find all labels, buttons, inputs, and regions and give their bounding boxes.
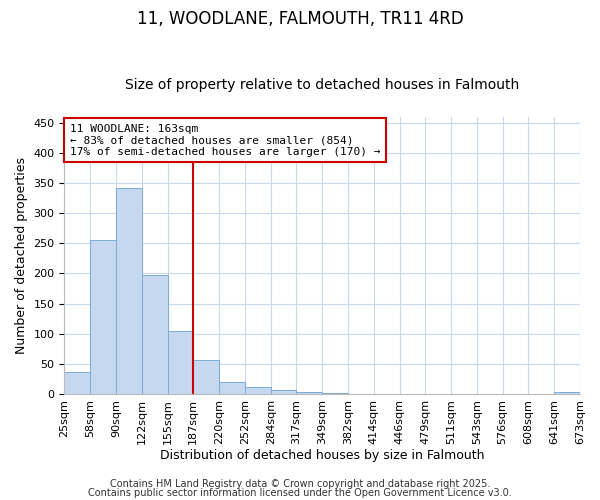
Bar — [142, 274, 167, 394]
Bar — [219, 382, 245, 394]
X-axis label: Distribution of detached houses by size in Falmouth: Distribution of detached houses by size … — [160, 450, 484, 462]
Text: Contains HM Land Registry data © Crown copyright and database right 2025.: Contains HM Land Registry data © Crown c… — [110, 479, 490, 489]
Bar — [245, 388, 271, 394]
Bar — [167, 332, 193, 394]
Text: 11, WOODLANE, FALMOUTH, TR11 4RD: 11, WOODLANE, FALMOUTH, TR11 4RD — [137, 10, 463, 28]
Bar — [64, 372, 90, 394]
Bar — [90, 240, 116, 394]
Bar — [271, 390, 296, 394]
Text: 11 WOODLANE: 163sqm
← 83% of detached houses are smaller (854)
17% of semi-detac: 11 WOODLANE: 163sqm ← 83% of detached ho… — [70, 124, 380, 157]
Bar — [193, 360, 219, 394]
Y-axis label: Number of detached properties: Number of detached properties — [15, 157, 28, 354]
Text: Contains public sector information licensed under the Open Government Licence v3: Contains public sector information licen… — [88, 488, 512, 498]
Bar — [116, 188, 142, 394]
Bar — [296, 392, 322, 394]
Bar — [554, 392, 580, 394]
Title: Size of property relative to detached houses in Falmouth: Size of property relative to detached ho… — [125, 78, 520, 92]
